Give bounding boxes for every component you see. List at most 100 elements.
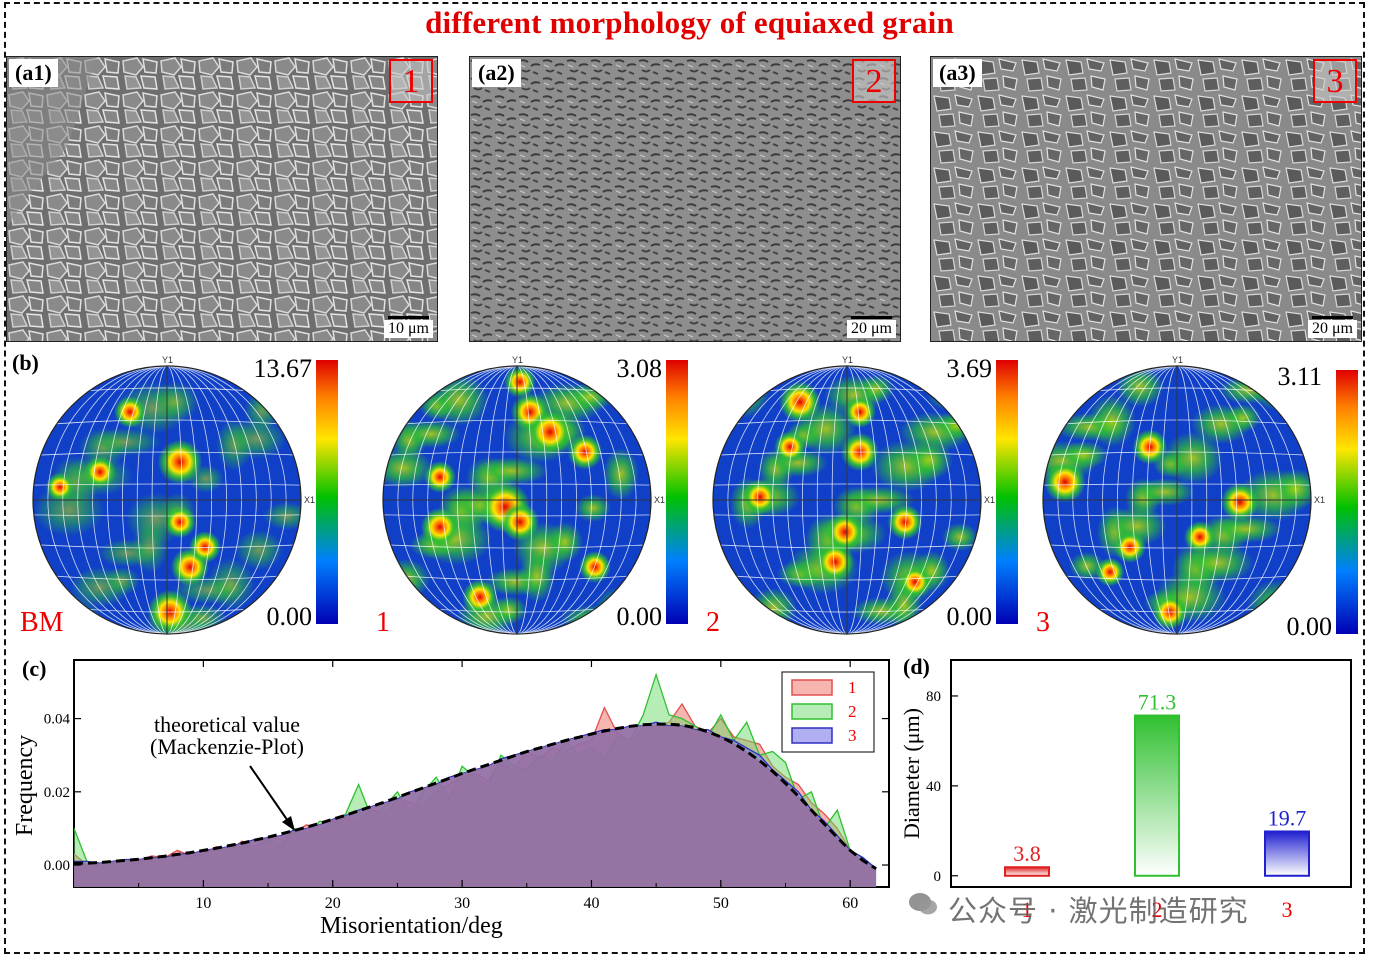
intensity-region (1163, 432, 1223, 484)
pole-figure-label: 2 (706, 607, 720, 638)
intensity-peak (1132, 429, 1168, 465)
axis-y-label: Y1 (842, 355, 853, 365)
intensity-peak (500, 502, 540, 542)
color-scale-bar (666, 360, 688, 624)
sem-panel-a2: (a2) 2 20 μm (469, 56, 901, 342)
intensity-region (905, 440, 953, 480)
axis-x-label: X1 (654, 495, 665, 505)
wechat-icon (909, 893, 937, 915)
scale-max-value: 3.11 (1277, 362, 1322, 391)
annotation-line-1: theoretical value (154, 712, 300, 737)
intensity-peak (189, 531, 221, 563)
sem-panel-a1: (a1) 1 10 μm (6, 56, 438, 342)
x-tick-label: 20 (325, 895, 341, 912)
legend-swatch (791, 703, 833, 720)
sem-panel-a3: (a3) 3 20 μm (930, 56, 1362, 342)
intensity-peak (45, 472, 75, 502)
pole-figure-label: BM (20, 607, 64, 638)
panel-number-box: 1 (389, 59, 433, 103)
legend-label: 3 (848, 726, 857, 745)
intensity-region (401, 420, 461, 448)
pole-figure-disk: Y1 X1 (1042, 355, 1325, 635)
y-axis-label: Frequency (12, 735, 38, 836)
intensity-peak (1184, 521, 1216, 553)
intensity-peak (779, 381, 821, 423)
pole-figure-disk: Y1 X1 (32, 355, 315, 635)
disk-outline (32, 365, 302, 635)
panel-label-d: (d) (903, 654, 930, 679)
intensity-region (547, 522, 583, 562)
bar-value-label: 19.7 (1268, 805, 1307, 830)
x-tick-label: 30 (454, 895, 470, 912)
pole-figure-3: Y1 X1 3.69 0.00 2 (706, 352, 1050, 642)
intensity-region (575, 494, 611, 522)
pole-figure-label: 3 (1036, 607, 1050, 638)
intensity-region (226, 419, 286, 459)
intensity-region (33, 366, 68, 391)
y-tick-label: 0.02 (44, 785, 70, 801)
x-axis-label: Misorientation/deg (320, 913, 503, 939)
axis-y-label: Y1 (1172, 355, 1183, 365)
bar-value-label: 3.8 (1013, 841, 1041, 866)
panel-label: (a1) (9, 59, 58, 87)
scale-bar: 10 μm (383, 316, 433, 338)
x-tick-label: 10 (195, 895, 211, 912)
scale-max-value: 13.67 (253, 354, 313, 383)
pole-figure-2: Y1 X1 3.08 0.00 1 (376, 352, 720, 642)
intensity-peak (815, 542, 855, 582)
color-scale-bar (316, 360, 338, 624)
axis-y-label: Y1 (512, 355, 523, 365)
intensity-region (89, 428, 161, 456)
annotation-arrow (249, 765, 291, 825)
intensity-region (132, 521, 168, 573)
intensity-region (383, 559, 430, 599)
x-category-label: 2 (1152, 897, 1163, 922)
scale-min-value: 0.00 (266, 602, 313, 631)
panel-number-box: 2 (852, 59, 896, 103)
intensity-peak (1220, 482, 1260, 522)
intensity-peak (84, 456, 116, 488)
intensity-region (1210, 515, 1282, 543)
panel-label-b: (b) (12, 350, 39, 375)
theoretical-curve (74, 722, 877, 870)
x-tick-label: 40 (583, 895, 599, 912)
disk-outline (712, 365, 982, 635)
bar-3 (1264, 830, 1310, 877)
pole-figure-disk: Y1 X1 (712, 355, 995, 635)
overlap-area (74, 724, 877, 887)
intensity-region (721, 366, 769, 418)
legend-swatch (791, 727, 833, 744)
intensity-peak (899, 566, 931, 598)
bar-value-label: 71.3 (1138, 690, 1177, 715)
intensity-region (603, 448, 639, 500)
pole-figure-1: Y1 X1 13.67 0.00 BM (20, 352, 370, 642)
y-tick-label: 40 (926, 779, 941, 795)
intensity-region (104, 567, 140, 595)
intensity-peak (567, 434, 603, 470)
sem-image-a2 (470, 57, 900, 341)
pole-figure-disk: Y1 X1 (382, 355, 665, 635)
intensity-region (491, 596, 527, 624)
intensity-peak (774, 431, 806, 463)
intensity-region (476, 457, 548, 485)
intensity-peak (157, 439, 203, 485)
intensity-peak (424, 461, 456, 493)
misorientation-chart: 10 20 30 40 50 60 0.00 0.02 0.04 Misorientation/d… (12, 656, 890, 939)
arrow-head (282, 816, 295, 831)
figure-title: different morphology of equiaxed grain (425, 5, 954, 40)
intensity-region (1225, 404, 1261, 432)
scale-bar: 20 μm (1307, 316, 1357, 338)
panel-label: (a3) (933, 59, 982, 87)
intensity-peak (1044, 461, 1086, 503)
y-axis-label: Diameter (μm) (899, 708, 924, 839)
axis-x-label: X1 (984, 495, 995, 505)
intensity-peak (887, 504, 923, 540)
intensity-peak (527, 409, 573, 455)
annotation-line-2: (Mackenzie-Plot) (150, 734, 304, 759)
bar-2 (1134, 714, 1180, 877)
scale-max-value: 3.08 (616, 354, 663, 383)
intensity-region (927, 384, 981, 412)
intensity-region (1116, 367, 1164, 407)
